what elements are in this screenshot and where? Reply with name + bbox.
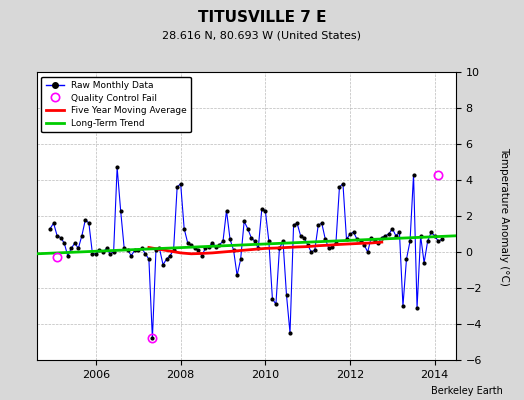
Legend: Raw Monthly Data, Quality Control Fail, Five Year Moving Average, Long-Term Tren: Raw Monthly Data, Quality Control Fail, … bbox=[41, 76, 191, 132]
Y-axis label: Temperature Anomaly (°C): Temperature Anomaly (°C) bbox=[499, 146, 509, 286]
Text: Berkeley Earth: Berkeley Earth bbox=[431, 386, 503, 396]
Text: 28.616 N, 80.693 W (United States): 28.616 N, 80.693 W (United States) bbox=[162, 30, 362, 40]
Text: TITUSVILLE 7 E: TITUSVILLE 7 E bbox=[198, 10, 326, 25]
